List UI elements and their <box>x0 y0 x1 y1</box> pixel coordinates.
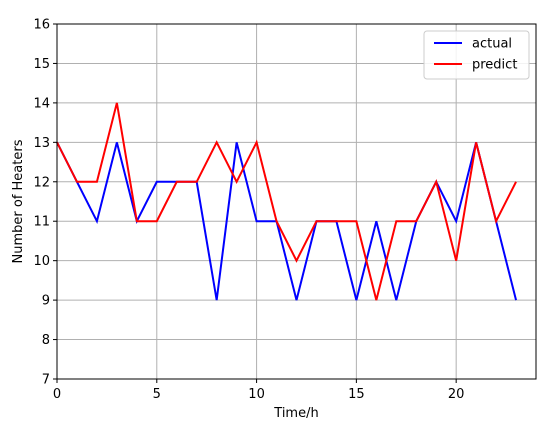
y-tick-label: 15 <box>33 57 50 72</box>
x-tick-label: 10 <box>248 387 265 402</box>
y-tick-label: 11 <box>33 215 50 230</box>
y-tick-label: 7 <box>42 373 50 388</box>
y-tick-label: 13 <box>33 136 50 151</box>
x-tick-label: 5 <box>153 387 161 402</box>
y-tick-label: 16 <box>33 18 50 33</box>
x-axis-label: Time/h <box>273 406 318 421</box>
legend-label: actual <box>472 37 512 52</box>
y-tick-label: 8 <box>42 333 50 348</box>
plot-area-frame <box>56 23 537 380</box>
series-line-predict <box>56 102 517 301</box>
x-tick-label: 20 <box>448 387 465 402</box>
y-tick-label: 10 <box>33 254 50 269</box>
series-lines <box>56 102 518 301</box>
y-axis-label: Number of Heaters <box>11 139 26 263</box>
y-tick-label: 9 <box>42 294 50 309</box>
y-tick-label: 12 <box>33 175 50 190</box>
series-line-actual <box>56 141 518 301</box>
x-tick-label: 0 <box>53 387 61 402</box>
x-axis-ticks: 0 5 10 15 20 <box>53 379 465 402</box>
legend: actual predict <box>423 30 530 80</box>
y-axis-ticks: 7 8 9 10 11 12 13 14 15 16 <box>33 18 57 388</box>
legend-label: predict <box>472 58 517 73</box>
x-tick-label: 15 <box>348 387 365 402</box>
y-tick-label: 14 <box>33 96 50 111</box>
